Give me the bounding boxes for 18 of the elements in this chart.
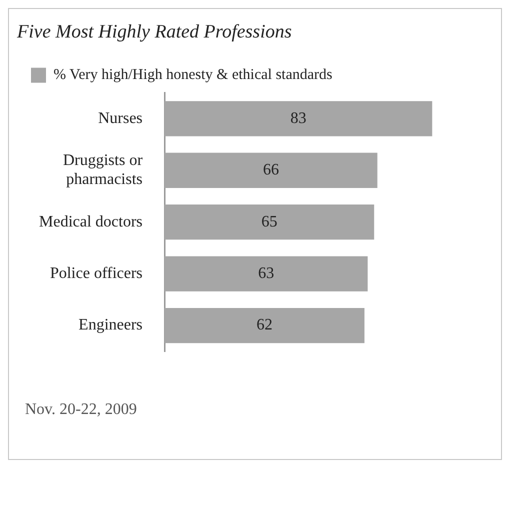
bar	[164, 152, 378, 188]
data-label: 65	[261, 213, 278, 230]
y-tick-label: Police officers	[50, 265, 143, 282]
data-label: 83	[290, 110, 306, 127]
bar	[164, 204, 374, 240]
y-tick-label: Medical doctors	[38, 213, 143, 230]
y-tick-label: Nurses	[98, 110, 143, 127]
bar	[164, 101, 432, 136]
legend-label: % Very high/High honesty & ethical standards	[54, 67, 333, 84]
bar	[164, 256, 368, 292]
data-label: 62	[256, 316, 272, 334]
bar	[164, 308, 364, 344]
data-label: 66	[262, 162, 279, 179]
y-tick-label: Druggists or pharmacists	[62, 152, 144, 188]
chart-title: Five Most Highly Rated Professions	[16, 21, 292, 42]
text: Nov. 20-22, 2009	[25, 401, 138, 419]
data-label: 63	[258, 265, 274, 282]
y-tick-label: Engineers	[78, 316, 143, 334]
